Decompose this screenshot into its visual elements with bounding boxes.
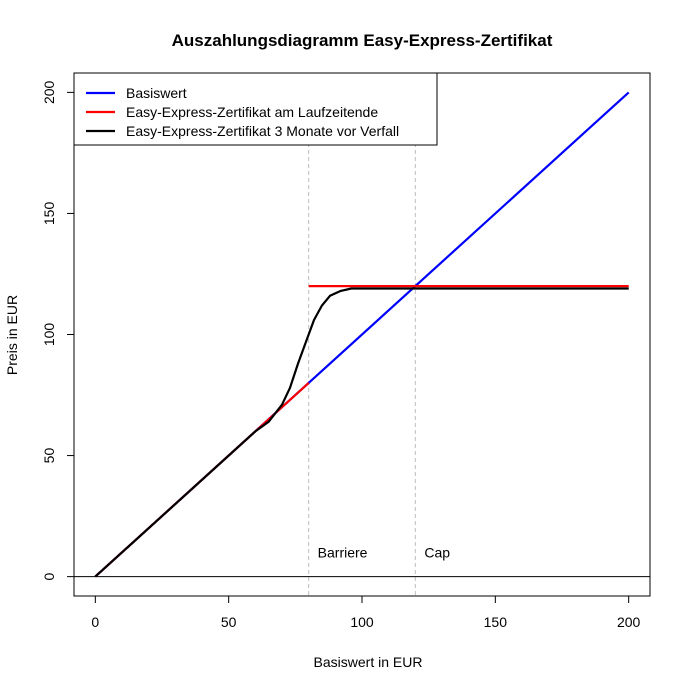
annotation-barriere: Barriere (318, 544, 368, 560)
y-tick-label: 100 (41, 323, 57, 347)
legend-box (73, 72, 438, 146)
x-axis-label: Basiswert in EUR (314, 654, 423, 670)
y-tick-label: 150 (41, 202, 57, 226)
y-tick-label: 200 (41, 80, 57, 104)
legend-label-2: Easy-Express-Zertifikat 3 Monate vor Ver… (126, 123, 399, 139)
x-tick-label: 50 (221, 614, 237, 630)
y-tick-label: 50 (41, 448, 57, 464)
y-tick-label: 0 (41, 573, 57, 581)
x-tick-label: 100 (350, 614, 374, 630)
legend-label-0: Basiswert (126, 85, 187, 101)
annotation-cap: Cap (424, 544, 450, 560)
y-axis-label: Preis in EUR (4, 295, 20, 375)
x-tick-label: 200 (617, 614, 641, 630)
legend-label-1: Easy-Express-Zertifikat am Laufzeitende (126, 104, 378, 120)
x-tick-label: 0 (91, 614, 99, 630)
series-2-line (94, 287, 629, 578)
plot-area: Barriere Cap 0 50 100 150 200 0 50 100 150 200 Basis… (41, 72, 651, 630)
x-tick-label: 150 (484, 614, 508, 630)
chart-title: Auszahlungsdiagramm Easy-Express-Zertifi… (172, 31, 553, 50)
